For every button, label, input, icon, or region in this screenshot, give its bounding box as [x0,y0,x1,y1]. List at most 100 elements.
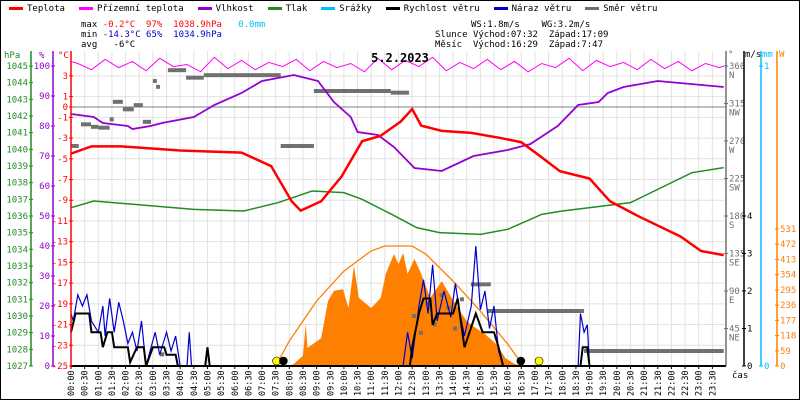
temperature-tick-label: -21 [52,321,68,331]
temperature-tick-label: 3 [63,72,68,82]
x-tick-label: 22:30 [681,370,691,396]
humidity-tick-label: 0 [45,362,50,372]
pressure-tick-label: 1044 [6,79,28,89]
temperature-tick-label: -3 [57,134,68,144]
humidity-unit: % [39,51,45,61]
legend-swatch [321,7,336,10]
rain-unit: mm [762,50,773,60]
wind-direction-mark [459,297,464,302]
legend-item: Náraz větru [493,4,572,14]
sunset-marker [534,356,544,366]
ground-temperature-line [70,56,726,73]
legend-item: Směr větru [585,4,657,14]
sun-label: Slunce [435,30,468,40]
x-tick-label: 13:30 [435,370,445,396]
pressure-tick-label: 1035 [6,229,28,239]
x-tick-label: 11:00 [367,370,377,396]
pressure-tick-label: 1039 [6,162,28,172]
humidity-tick-label: 50 [39,212,50,222]
wind-direction-mark [487,309,585,313]
x-tick-label: 07:00 [258,370,268,396]
rain-tick-label: 1 [764,62,769,72]
moonset-time: Západ:7:47 [548,40,603,50]
humidity-tick-label: 20 [39,302,50,312]
temperature-tick-label: -23 [52,341,68,351]
temperature-tick-label: -11 [52,217,68,227]
direction-compass-label: NE [729,334,740,344]
legend-swatch [585,7,600,10]
theoretical-radiation-line [275,245,525,367]
sunset-time: Západ:17:09 [548,30,609,40]
x-tick-label: 18:00 [558,370,568,396]
direction-tick-label: 180 [729,212,745,222]
x-tick-label: 18:30 [572,370,582,396]
pressure-tick-label: 1029 [6,329,28,339]
x-tick-label: 10:30 [354,370,364,396]
wind-unit: m/s [745,50,761,60]
humidity-tick-label: 40 [39,242,50,252]
moonset-marker [279,356,288,366]
pressure-tick-label: 1030 [6,312,28,322]
direction-compass-label: S [729,221,734,231]
wind-direction-mark [159,352,165,357]
legend-label: Náraz větru [511,4,572,14]
wind-direction-mark [109,117,114,122]
radiation-tick-label: 59 [780,347,791,357]
wind-direction-mark [98,125,110,130]
x-tick-label: 09:00 [313,370,323,396]
legend-label: Rychlost větru [403,4,480,14]
pressure-tick-label: 1043 [6,95,28,105]
humidity-tick-label: 10 [39,332,50,342]
wind-direction-mark [81,122,92,127]
radiation-tick-label: 0 [780,362,785,372]
wind-direction-mark [203,73,281,78]
legend-item: Vlhkost [197,4,254,14]
rain-total: 0.0mm [238,20,266,30]
direction-tick-label: 45 [729,325,740,335]
min-temp: -14.3°C [102,30,141,40]
temperature-tick-label: -17 [52,279,68,289]
x-tick-label: 01:30 [108,370,118,396]
max-humidity: 97% [146,20,163,30]
x-tick-label: 16:30 [517,370,527,396]
wind-direction-mark [453,326,458,331]
direction-unit: ° [728,50,733,60]
chart-title: 5.2.2023 [371,51,429,65]
temperature-tick-label: -7 [57,176,68,186]
x-tick-label: 05:30 [217,370,227,396]
wind-direction-mark [313,89,391,93]
direction-tick-label: 360 [729,62,745,72]
wind-tick-label: 3 [747,250,752,260]
legend-swatch [9,7,23,10]
x-tick-label: 04:00 [176,370,186,396]
x-tick-label: 06:00 [231,370,241,396]
wind-direction-mark [280,144,314,148]
x-tick-label: 01:00 [94,370,104,396]
x-tick-label: 08:30 [299,370,309,396]
x-tick-label: 04:30 [190,370,200,396]
wind-direction-mark [470,282,491,287]
wind-direction-mark [112,99,123,104]
temperature-tick-label: -9 [57,196,68,206]
wind-tick-label: 1 [747,325,752,335]
radiation-tick-label: 531 [780,225,796,235]
pressure-tick-label: 1027 [6,362,28,372]
wind-speed-avg: WS:1.8m/s [471,20,520,30]
moonrise-marker [516,356,526,366]
x-tick-label: 00:00 [67,370,77,396]
x-tick-label: 02:30 [135,370,145,396]
moon-row: Měsíc Východ:16:29 Západ:7:47 [435,39,603,51]
wind-tick-label: 4 [747,212,752,222]
temperature-tick-label: -19 [52,300,68,310]
wind-direction-mark [432,322,437,327]
x-tick-label: 09:30 [326,370,336,396]
radiation-tick-label: 177 [780,316,796,326]
direction-compass-label: NW [729,109,740,119]
moonrise-time: Východ:16:29 [472,40,538,50]
min-label: min [81,30,98,40]
wind-direction-mark [152,79,157,83]
direction-compass-label: W [729,146,735,156]
direction-tick-label: 270 [729,137,745,147]
x-tick-label: 07:30 [272,370,282,396]
